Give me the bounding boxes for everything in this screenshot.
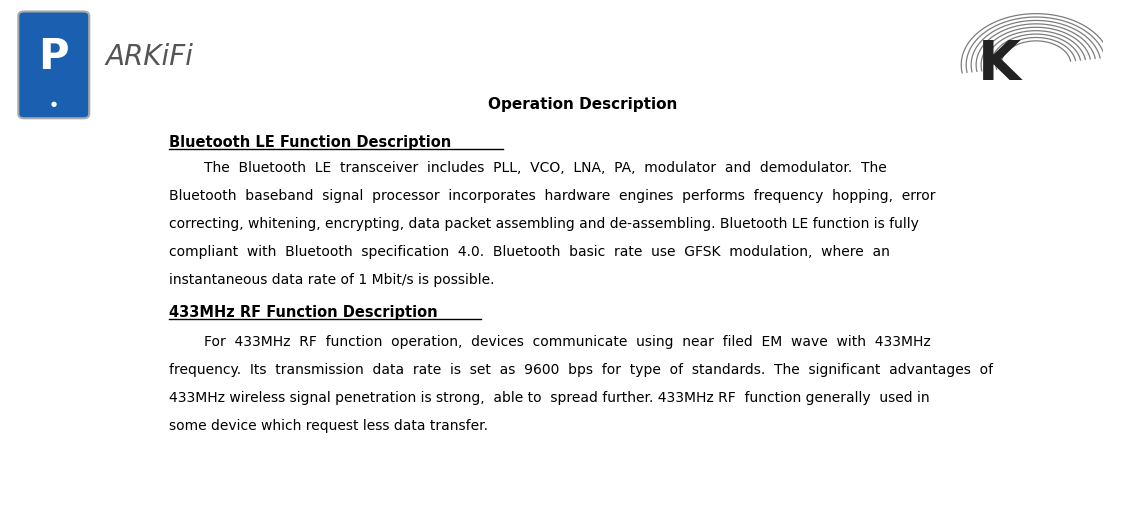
Text: P: P — [39, 36, 69, 78]
Text: 433MHz wireless signal penetration is strong,  able to  spread further. 433MHz R: 433MHz wireless signal penetration is st… — [168, 391, 929, 405]
Text: Bluetooth LE Function Description: Bluetooth LE Function Description — [168, 135, 450, 149]
Text: The  Bluetooth  LE  transceiver  includes  PLL,  VCO,  LNA,  PA,  modulator  and: The Bluetooth LE transceiver includes PL… — [168, 161, 887, 175]
Text: compliant  with  Bluetooth  specification  4.0.  Bluetooth  basic  rate  use  GF: compliant with Bluetooth specification 4… — [168, 245, 889, 259]
Text: K: K — [978, 38, 1021, 92]
Text: ●: ● — [51, 101, 57, 107]
Text: Bluetooth  baseband  signal  processor  incorporates  hardware  engines  perform: Bluetooth baseband signal processor inco… — [168, 189, 935, 203]
Text: instantaneous data rate of 1 Mbit/s is possible.: instantaneous data rate of 1 Mbit/s is p… — [168, 273, 495, 287]
Text: For  433MHz  RF  function  operation,  devices  communicate  using  near  filed : For 433MHz RF function operation, device… — [168, 335, 930, 349]
Text: ARKiFi: ARKiFi — [106, 43, 193, 71]
Text: frequency.  Its  transmission  data  rate  is  set  as  9600  bps  for  type  of: frequency. Its transmission data rate is… — [168, 363, 993, 377]
Text: some device which request less data transfer.: some device which request less data tran… — [168, 419, 488, 433]
Text: 433MHz RF Function Description: 433MHz RF Function Description — [168, 305, 438, 320]
FancyBboxPatch shape — [18, 11, 90, 118]
Text: Operation Description: Operation Description — [488, 97, 678, 112]
Text: correcting, whitening, encrypting, data packet assembling and de-assembling. Blu: correcting, whitening, encrypting, data … — [168, 217, 919, 231]
